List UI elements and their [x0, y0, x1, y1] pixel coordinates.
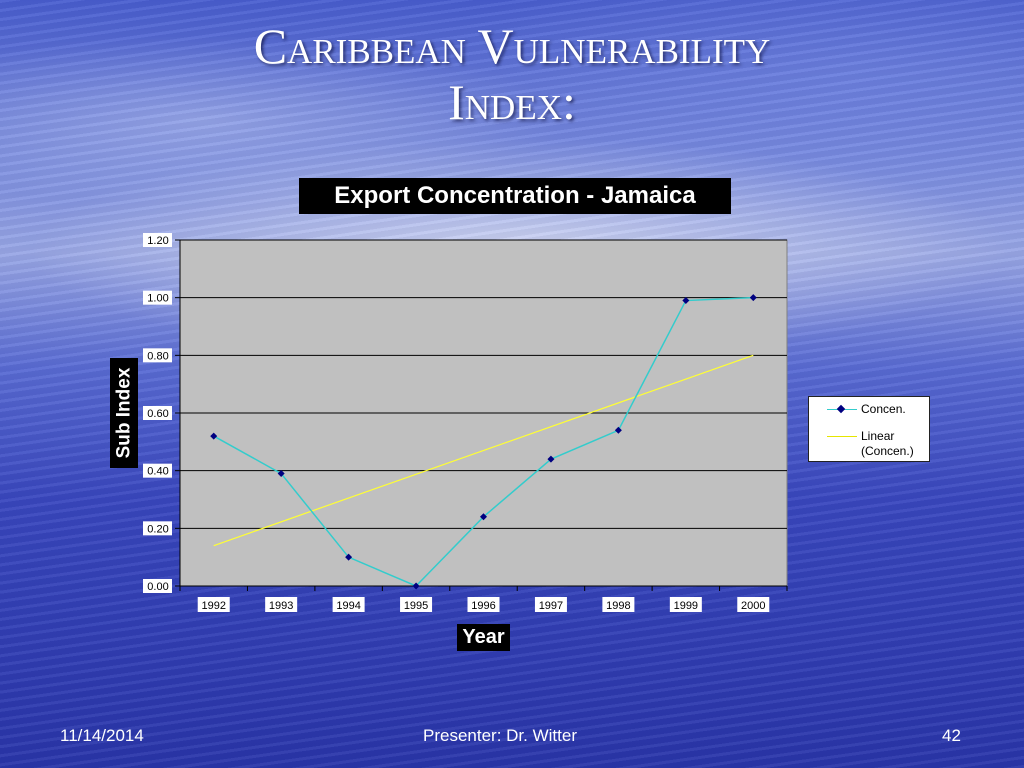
- data-point-marker: [547, 455, 555, 463]
- x-tick-label-bg: [602, 597, 635, 612]
- x-tick-label-bg: [467, 597, 500, 612]
- chart-title: Export Concentration - Jamaica: [299, 178, 731, 214]
- x-tick-label: 1999: [674, 600, 698, 612]
- y-tick-label: 0.20: [147, 523, 168, 535]
- data-point-marker: [480, 513, 487, 521]
- x-tick-label-bg: [332, 597, 365, 612]
- x-tick-label: 1995: [404, 600, 428, 612]
- y-tick-label: 0.00: [147, 581, 168, 593]
- slide-title-line1: Caribbean Vulnerability: [253, 18, 771, 74]
- x-tick-label-bg: [534, 597, 567, 612]
- legend-trend-label: Linear (Concen.): [861, 429, 914, 458]
- y-axis-label-text: Sub Index: [113, 367, 135, 459]
- chart-legend: Concen. Linear (Concen.): [808, 396, 930, 462]
- y-tick-label: 1.20: [147, 235, 168, 247]
- y-tick-label-bg: [143, 579, 172, 593]
- y-tick-label-bg: [143, 233, 172, 247]
- footer-date: 11/14/2014: [60, 726, 144, 745]
- trendline: [213, 354, 754, 547]
- x-axis-label: Year: [457, 624, 510, 651]
- y-tick-label-bg: [143, 290, 172, 305]
- y-tick-label: 0.60: [147, 408, 168, 420]
- x-tick-label: 1992: [201, 600, 225, 612]
- y-tick-label-bg: [143, 463, 172, 478]
- legend-trend-line: [827, 436, 857, 437]
- y-tick-label: 0.40: [147, 466, 168, 478]
- legend-series-marker: [836, 404, 846, 414]
- y-tick-label: 0.80: [147, 350, 168, 362]
- y-tick-label-bg: [143, 348, 172, 363]
- footer-page-number: 42: [942, 726, 961, 745]
- x-tick-label: 1996: [471, 600, 495, 612]
- x-tick-label-bg: [400, 597, 433, 612]
- x-tick-label: 2000: [741, 600, 765, 612]
- y-axis-label: Sub Index: [110, 358, 138, 468]
- data-point-marker: [412, 582, 420, 590]
- x-tick-label: 1998: [606, 600, 630, 612]
- x-tick-label-bg: [669, 597, 702, 612]
- data-point-marker: [682, 297, 690, 305]
- slide-title: Caribbean Vulnerability Index:: [0, 18, 1024, 130]
- data-point-marker: [614, 426, 622, 434]
- x-tick-label-bg: [737, 597, 770, 612]
- y-tick-label: 1.00: [147, 293, 168, 305]
- legend-series-label: Concen.: [861, 402, 906, 416]
- y-tick-label-bg: [143, 406, 172, 420]
- x-tick-label-bg: [265, 597, 298, 612]
- footer-presenter: Presenter: Dr. Witter: [423, 726, 577, 745]
- x-tick-label: 1994: [336, 600, 360, 612]
- x-tick-label: 1993: [269, 600, 293, 612]
- x-tick-label: 1997: [539, 600, 563, 612]
- data-point-marker: [277, 470, 285, 478]
- y-tick-label-bg: [143, 521, 172, 536]
- data-point-marker: [749, 294, 757, 302]
- slide-title-line2: Index:: [448, 74, 576, 130]
- data-point-marker: [345, 553, 353, 561]
- data-point-marker: [210, 432, 218, 440]
- x-tick-label-bg: [197, 597, 230, 612]
